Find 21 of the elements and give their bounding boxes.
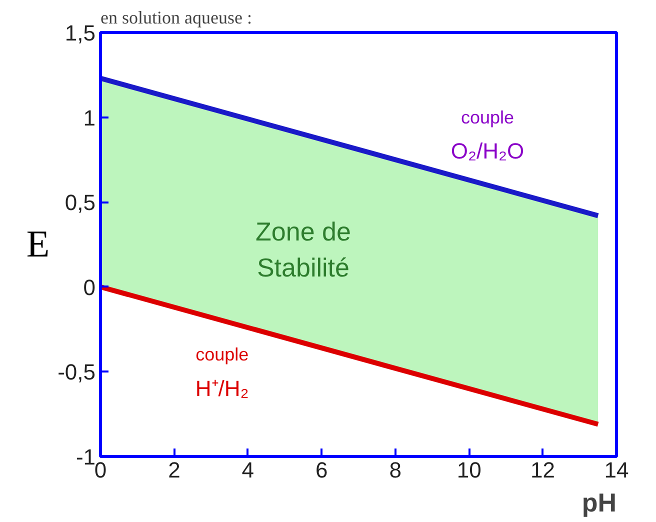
y-axis-title: E — [26, 224, 50, 266]
annotation: H⁺/H₂ — [195, 376, 249, 402]
x-tick-label: 10 — [456, 458, 482, 482]
y-tick-label: 1,5 — [64, 20, 96, 46]
annotation: O₂/H₂O — [450, 138, 524, 164]
y-tick-label: 0 — [83, 274, 96, 300]
annotation: couple — [196, 344, 249, 365]
chart-title: en solution aqueuse : — [100, 8, 252, 28]
y-tick-label: 1 — [83, 105, 96, 130]
x-tick-label: 14 — [604, 458, 629, 482]
annotation: Zone de Stabilité — [256, 216, 351, 283]
annotation: couple — [460, 107, 514, 128]
x-tick-label: 2 — [168, 458, 180, 482]
x-tick-label: 4 — [242, 458, 254, 482]
y-tick-label: -1 — [76, 444, 96, 470]
x-tick-label: 12 — [530, 458, 556, 482]
y-tick-label: 0,5 — [64, 190, 96, 216]
x-tick-label: 8 — [389, 458, 402, 482]
y-tick-label: -0,5 — [58, 360, 96, 385]
x-tick-label: 6 — [316, 458, 328, 482]
x-axis-title: pH — [582, 488, 617, 518]
